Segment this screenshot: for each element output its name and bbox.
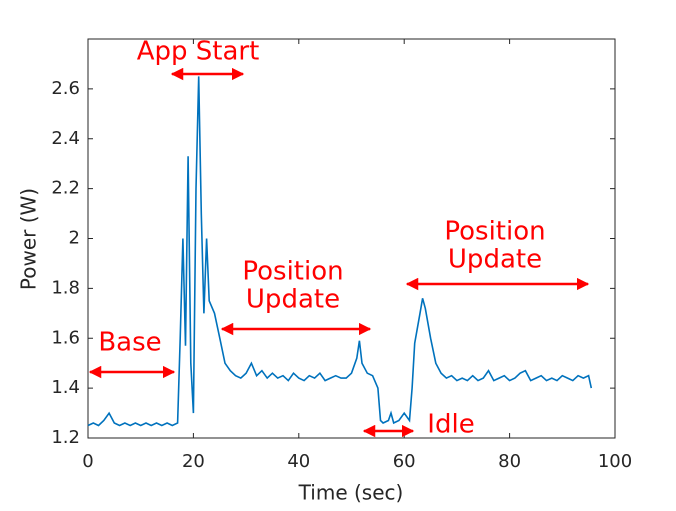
y-tick-label: 1.6 (51, 327, 80, 348)
annotation: Position (242, 257, 343, 287)
annotation: Base (98, 328, 161, 358)
annotation: Update (246, 285, 340, 315)
y-tick-label: 1.4 (51, 377, 80, 398)
y-axis-label: Power (W) (17, 188, 41, 290)
x-tick-label: 40 (287, 451, 310, 472)
x-tick-label: 0 (82, 451, 93, 472)
annotation: Update (448, 245, 542, 275)
y-tick-label: 2.2 (51, 178, 80, 199)
annotation: Position (444, 217, 545, 247)
annotation: App Start (137, 37, 260, 67)
y-tick-label: 2.4 (51, 128, 80, 149)
x-tick-label: 60 (393, 451, 416, 472)
x-tick-label: 100 (598, 451, 632, 472)
y-tick-label: 1.2 (51, 427, 80, 448)
x-tick-label: 80 (498, 451, 521, 472)
y-tick-label: 1.8 (51, 277, 80, 298)
x-tick-label: 20 (182, 451, 205, 472)
y-tick-label: 2 (69, 228, 80, 249)
x-axis-label: Time (sec) (298, 481, 404, 505)
data-line (87, 76, 593, 427)
y-tick-label: 2.6 (51, 78, 80, 99)
annotation: Idle (427, 410, 474, 440)
